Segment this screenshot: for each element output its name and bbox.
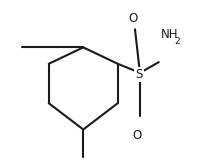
Text: S: S [135, 68, 142, 81]
Text: O: O [131, 129, 141, 142]
Text: 2: 2 [174, 37, 179, 46]
Text: O: O [127, 12, 136, 25]
Text: NH: NH [160, 28, 177, 41]
